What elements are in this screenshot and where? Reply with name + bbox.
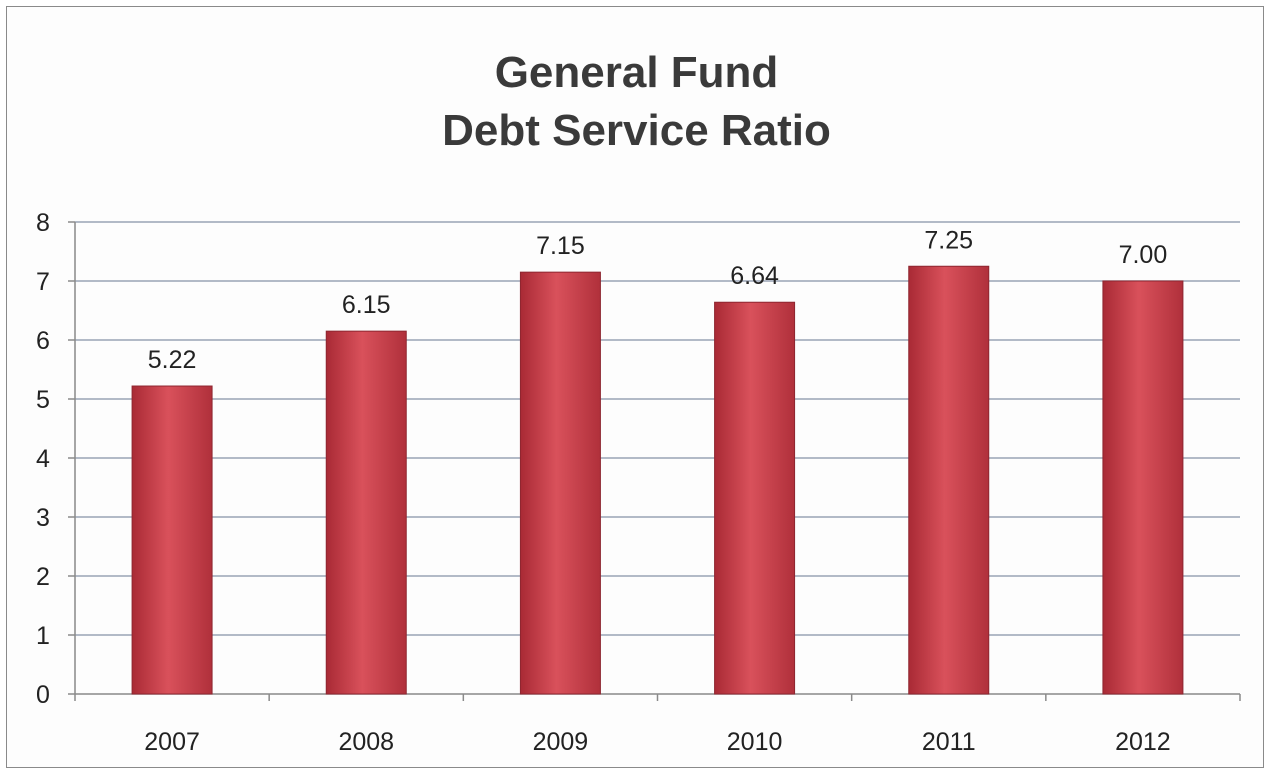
y-tick-label: 1 (36, 622, 50, 650)
y-tick-label: 4 (36, 445, 50, 473)
axes: 0 1 2 3 4 5 6 7 8 (36, 209, 1241, 709)
bar (908, 265, 990, 695)
bars (131, 265, 1184, 695)
x-tick-label: 2007 (144, 728, 200, 756)
data-label: 7.00 (1119, 241, 1168, 269)
bar (714, 301, 796, 695)
x-tick-label: 2010 (727, 728, 783, 756)
y-tick-label: 0 (36, 681, 50, 709)
bar (519, 271, 601, 695)
y-tick-label: 7 (36, 268, 50, 296)
y-tick-label: 3 (36, 504, 50, 532)
labels: 5.22 2007 6.15 2008 7.15 2009 6.64 2010 7.25 2011… (144, 226, 1170, 756)
x-tick-label: 2009 (533, 728, 589, 756)
data-label: 6.64 (730, 262, 779, 290)
data-label: 6.15 (342, 291, 391, 319)
data-label: 5.22 (148, 346, 197, 374)
bar (325, 330, 407, 695)
x-tick-label: 2011 (922, 728, 976, 756)
y-tick-label: 8 (36, 209, 50, 237)
y-tick-label: 2 (36, 563, 50, 591)
gridlines (75, 221, 1240, 636)
x-tick-label: 2008 (338, 728, 394, 756)
y-tick-label: 6 (36, 327, 50, 355)
bar (131, 385, 213, 695)
data-label: 7.25 (924, 226, 973, 254)
chart-frame (6, 6, 1264, 768)
data-label: 7.15 (536, 232, 585, 260)
x-tick-label: 2012 (1115, 728, 1171, 756)
chart-title: General Fund Debt Service Ratio (0, 44, 1273, 160)
y-tick-label: 5 (36, 386, 50, 414)
bar (1102, 280, 1184, 695)
chart-title-line-1: General Fund (494, 48, 779, 97)
chart-title-line-2: Debt Service Ratio (442, 106, 831, 155)
